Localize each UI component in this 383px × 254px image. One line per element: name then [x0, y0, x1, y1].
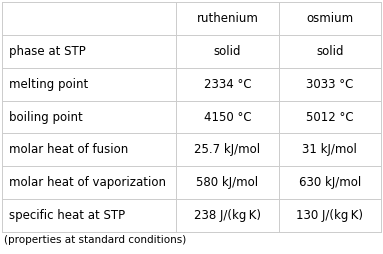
Text: osmium: osmium	[306, 12, 354, 25]
Text: solid: solid	[214, 45, 241, 58]
Text: 3033 °C: 3033 °C	[306, 78, 354, 91]
Text: phase at STP: phase at STP	[9, 45, 86, 58]
Text: 5012 °C: 5012 °C	[306, 110, 354, 123]
Text: 238 J/(kg K): 238 J/(kg K)	[194, 209, 261, 222]
Text: molar heat of fusion: molar heat of fusion	[9, 143, 128, 156]
Text: solid: solid	[316, 45, 344, 58]
Text: (properties at standard conditions): (properties at standard conditions)	[4, 235, 186, 245]
Text: 130 J/(kg K): 130 J/(kg K)	[296, 209, 363, 222]
Text: boiling point: boiling point	[9, 110, 83, 123]
Text: 580 kJ/mol: 580 kJ/mol	[196, 176, 259, 189]
Text: ruthenium: ruthenium	[196, 12, 259, 25]
Text: 630 kJ/mol: 630 kJ/mol	[299, 176, 361, 189]
Text: 4150 °C: 4150 °C	[204, 110, 251, 123]
Text: 25.7 kJ/mol: 25.7 kJ/mol	[195, 143, 260, 156]
Text: 31 kJ/mol: 31 kJ/mol	[303, 143, 357, 156]
Text: 2334 °C: 2334 °C	[204, 78, 251, 91]
Text: specific heat at STP: specific heat at STP	[9, 209, 125, 222]
Text: molar heat of vaporization: molar heat of vaporization	[9, 176, 166, 189]
Text: melting point: melting point	[9, 78, 88, 91]
